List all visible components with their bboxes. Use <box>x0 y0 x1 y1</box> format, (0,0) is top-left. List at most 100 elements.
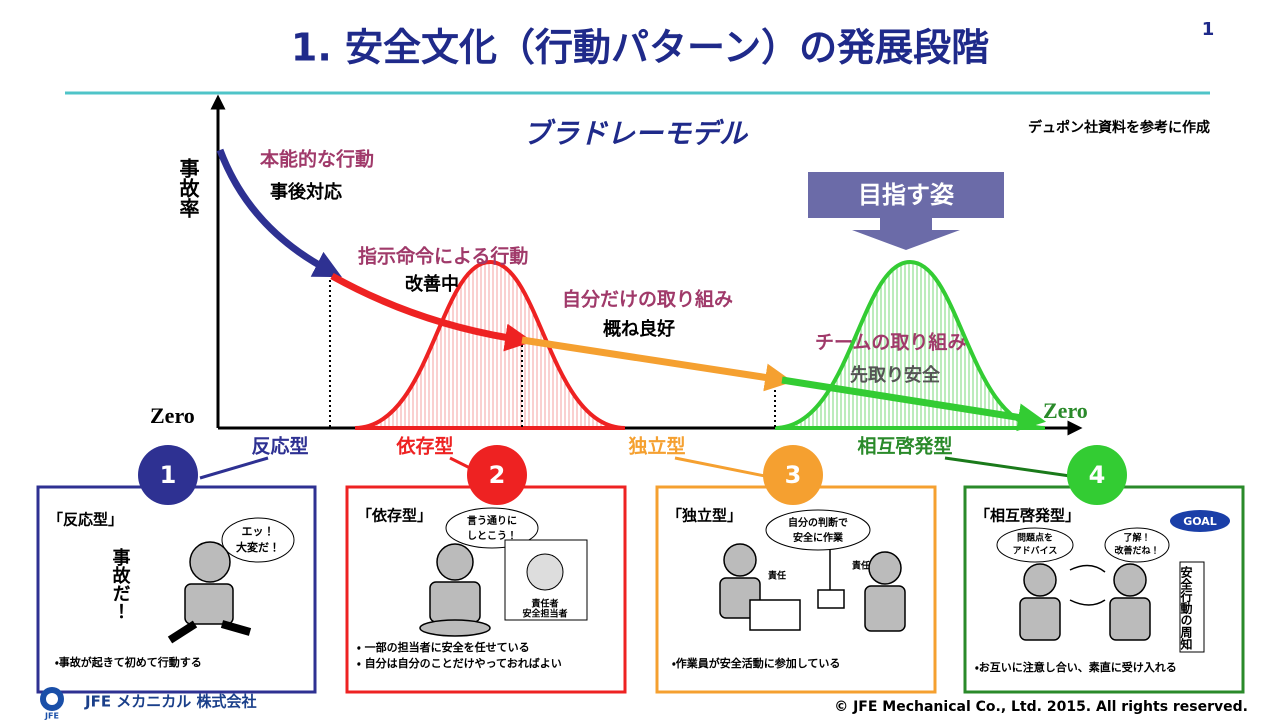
decoration <box>419 619 491 637</box>
zero-label: Zero <box>150 403 195 428</box>
decoration <box>996 527 1074 563</box>
badge: GOAL <box>1183 515 1217 528</box>
panel-number: 2 <box>489 461 506 489</box>
decoration <box>189 541 231 583</box>
decoration <box>749 599 801 631</box>
page-number: 1 <box>1202 19 1215 40</box>
panel-title: 「独立型」 <box>667 507 742 525</box>
panel-title: 「反応型」 <box>48 511 123 529</box>
bell-curve <box>354 259 626 430</box>
speech: しとこう！ <box>467 530 517 542</box>
panel: 3 「独立型」 自分の判断で 安全に作業 責任 責任 ・作業員が安全活動に参加し… <box>655 445 937 694</box>
panel: 1 「反応型」 エッ！ 大変だ！ 事故だ！ ・事故が起きて初めて行動する <box>36 445 317 694</box>
speech: 安全に作業 <box>793 531 844 544</box>
decoration <box>864 585 906 632</box>
stage-type: 相互啓発型 <box>857 435 952 458</box>
panel-title: 「依存型」 <box>357 507 432 525</box>
decoration <box>445 507 539 549</box>
decoration <box>1023 563 1057 597</box>
decoration <box>1179 561 1205 653</box>
target-box <box>808 172 1004 218</box>
decoration <box>167 620 198 644</box>
decoration <box>1019 597 1061 641</box>
decoration <box>817 589 845 609</box>
target-label: 目指す姿 <box>858 181 954 209</box>
decoration <box>1069 564 1106 573</box>
speech: 大変だ！ <box>236 540 280 554</box>
caption: ・お互いに注意し合い、素直に受け入れる <box>975 660 1177 674</box>
logo <box>46 693 58 705</box>
shout: 事故だ！ <box>110 547 131 620</box>
company-name: JFE メカニカル 株式会社 <box>84 693 257 711</box>
stage-status: 先取り安全 <box>850 364 940 386</box>
tag: 責任 <box>768 570 786 582</box>
panel-title: 「相互啓発型」 <box>975 507 1080 525</box>
speech: 自分の判断で <box>788 516 848 529</box>
trend-arrow <box>521 336 794 392</box>
illustration <box>167 541 252 644</box>
panel-number: 4 <box>1089 461 1106 489</box>
connector <box>199 456 269 480</box>
decoration <box>526 553 564 591</box>
caption: ・作業員が安全活動に参加している <box>672 656 840 670</box>
decoration <box>429 581 481 623</box>
panel: 2 「依存型」 言う通りに しとこう！ 責任者 安全担当者 ・ 一部の担当者に安… <box>345 445 627 694</box>
trend-arrow <box>781 376 1047 432</box>
decoration <box>1104 527 1170 563</box>
source-note: デュポン社資料を参考に作成 <box>1028 119 1210 136</box>
speech: 問題点を <box>1017 532 1053 544</box>
y-axis-label: 事故率 <box>176 157 200 219</box>
illustration <box>719 543 906 632</box>
decoration <box>763 445 823 505</box>
model-title: ブラドレーモデル <box>523 117 749 150</box>
caption: ・ 自分は自分のことだけやっておればよい <box>357 656 562 670</box>
zero-label: Zero <box>1043 398 1088 423</box>
decoration <box>1067 445 1127 505</box>
logo-text: JFE <box>44 712 59 720</box>
tag: 責任 <box>852 560 870 572</box>
decoration <box>868 551 902 585</box>
target-arrow <box>852 218 960 250</box>
stage-type: 反応型 <box>251 435 308 458</box>
decoration <box>1109 597 1151 641</box>
decoration <box>436 543 474 581</box>
tag: 責任者 <box>531 598 558 610</box>
stage-status: 改善中 <box>405 273 459 295</box>
decoration <box>1170 510 1230 532</box>
decoration <box>1113 563 1147 597</box>
connector <box>944 456 1071 478</box>
reply: 改善だね！ <box>1114 545 1159 557</box>
trend-arrow <box>330 272 534 352</box>
stage-behavior: 本能的な行動 <box>259 148 374 171</box>
panel-number: 1 <box>160 461 177 489</box>
decoration <box>184 583 234 625</box>
connector <box>449 456 471 470</box>
stage-type: 依存型 <box>395 435 453 458</box>
stage-behavior: 自分だけの取り組み <box>562 288 733 311</box>
stage-type: 独立型 <box>628 435 685 458</box>
speech: エッ！ <box>242 525 275 538</box>
panel-number: 3 <box>785 461 802 489</box>
decoration <box>220 620 252 636</box>
decoration <box>138 445 198 505</box>
caption: ・ 一部の担当者に安全を任せている <box>357 640 530 654</box>
speech: アドバイス <box>1013 546 1058 557</box>
trend-arrow <box>216 148 342 278</box>
speech-bubble <box>221 517 295 563</box>
illustration <box>419 543 491 637</box>
copyright: © JFE Mechanical Co., Ltd. 2015. All rig… <box>834 699 1248 715</box>
panel: 4 「相互啓発型」 GOAL 問題点を アドバイス 了解！ 改善だね！ 安全行動… <box>963 445 1245 694</box>
slide-title: 1. 安全文化（行動パターン）の発展段階 <box>291 26 989 70</box>
decoration <box>1069 599 1106 606</box>
stage-behavior: 指示命令による行動 <box>358 245 528 268</box>
reply: 了解！ <box>1123 532 1150 544</box>
caption: ・事故が起きて初めて行動する <box>55 655 202 669</box>
stage-status: 事後対応 <box>270 181 342 203</box>
decoration <box>723 543 757 577</box>
illustration <box>1019 563 1151 641</box>
tag: 安全担当者 <box>522 608 567 620</box>
sign: 安全行動の周知 <box>1179 565 1193 651</box>
speech: 言う通りに <box>467 514 517 527</box>
connector <box>674 456 766 478</box>
